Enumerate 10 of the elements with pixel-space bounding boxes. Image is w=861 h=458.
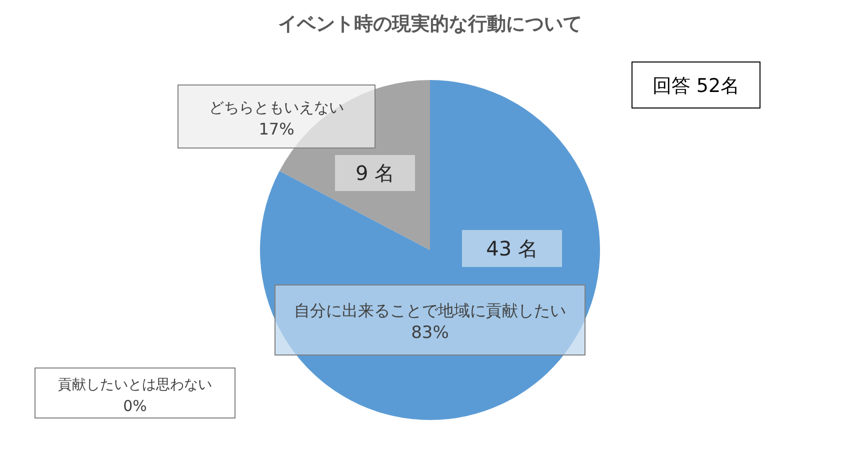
slice-label: 自分に出来ることで地域に貢献したい <box>294 301 566 320</box>
data-label: 43 名 <box>486 236 538 260</box>
text: 17% <box>258 120 294 138</box>
text: 回答 52名 <box>652 75 740 97</box>
slice-label: どちらともいえない <box>209 98 344 116</box>
category-label: 貢献したいとは思わない <box>58 377 212 393</box>
text: 0% <box>123 397 147 415</box>
data-label: 9 名 <box>355 161 395 185</box>
text: 83% <box>411 323 449 343</box>
chart-title: イベント時の現実的な行動について <box>278 13 582 35</box>
